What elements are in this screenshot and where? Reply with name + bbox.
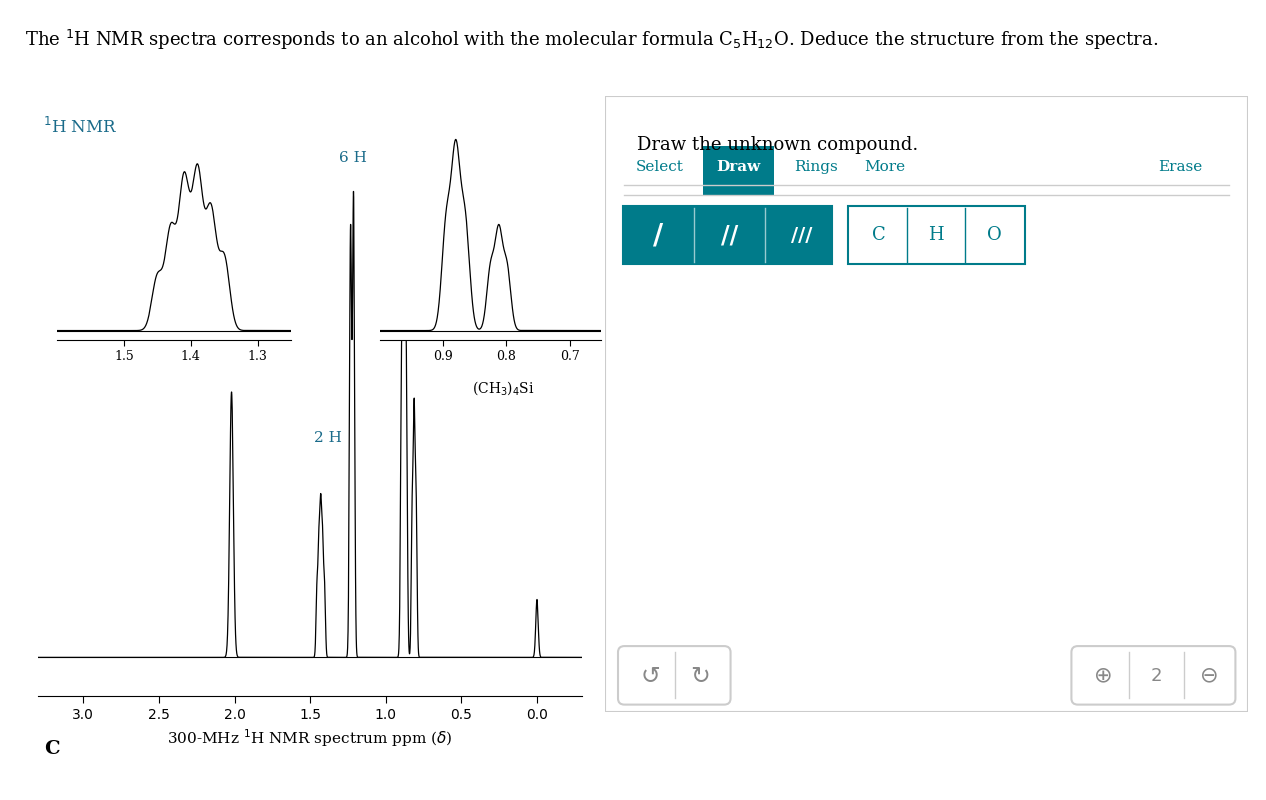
FancyBboxPatch shape	[703, 146, 775, 194]
Text: 2: 2	[1151, 666, 1162, 685]
Text: Select: Select	[636, 160, 684, 174]
Text: C: C	[44, 740, 60, 758]
Text: ⊕: ⊕	[1094, 666, 1113, 686]
Text: Draw the unknown compound.: Draw the unknown compound.	[637, 136, 919, 154]
FancyBboxPatch shape	[605, 96, 1248, 712]
Text: /: /	[653, 222, 663, 250]
FancyBboxPatch shape	[623, 206, 832, 264]
FancyBboxPatch shape	[848, 206, 1025, 264]
Text: Erase: Erase	[1158, 160, 1203, 174]
Text: ↺: ↺	[641, 664, 660, 688]
Text: The $^{1}$H NMR spectra corresponds to an alcohol with the molecular formula C$_: The $^{1}$H NMR spectra corresponds to a…	[25, 28, 1158, 52]
Text: ↻: ↻	[690, 664, 710, 688]
FancyBboxPatch shape	[1071, 646, 1236, 705]
X-axis label: 300-MHz $^{1}$H NMR spectrum ppm ($\delta$): 300-MHz $^{1}$H NMR spectrum ppm ($\delt…	[167, 727, 453, 749]
Text: C: C	[871, 226, 885, 244]
Text: ///: ///	[790, 226, 812, 245]
Text: O: O	[987, 226, 1001, 244]
Text: ⊖: ⊖	[1200, 666, 1219, 686]
Text: More: More	[865, 160, 905, 174]
Text: (CH$_3$)$_4$Si: (CH$_3$)$_4$Si	[472, 379, 536, 397]
Text: Rings: Rings	[794, 160, 838, 174]
Text: $^{1}$H NMR: $^{1}$H NMR	[43, 117, 116, 137]
Text: 3 H: 3 H	[391, 151, 419, 166]
Text: Draw: Draw	[717, 160, 761, 174]
FancyBboxPatch shape	[618, 646, 730, 705]
Text: H: H	[928, 226, 944, 244]
Text: 1 H: 1 H	[218, 315, 246, 330]
Text: //: //	[720, 223, 738, 247]
Text: 2 H: 2 H	[314, 431, 342, 445]
Text: 6 H: 6 H	[339, 151, 367, 166]
